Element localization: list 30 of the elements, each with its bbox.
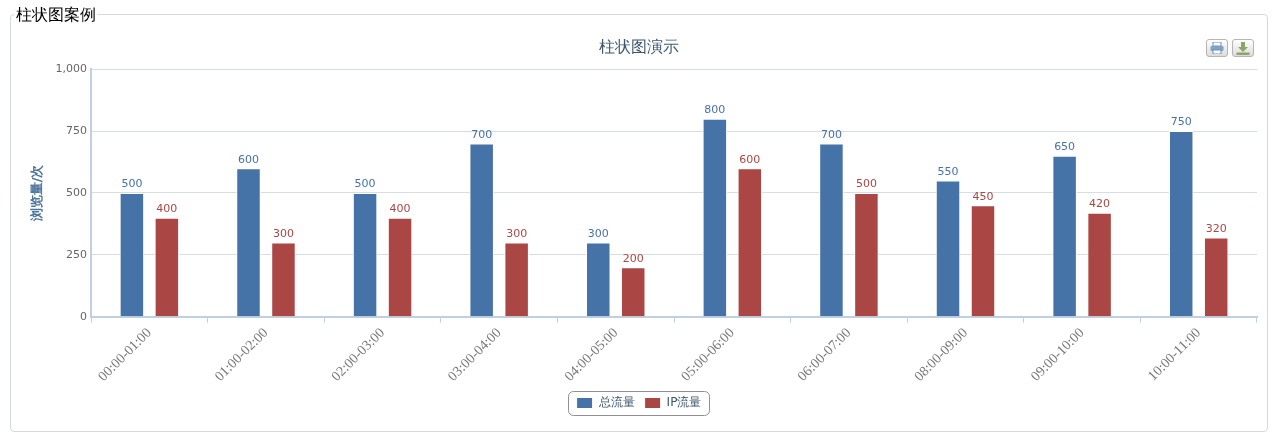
- legend-label: 总流量: [597, 395, 635, 410]
- data-label: 650: [1054, 140, 1076, 154]
- data-label: 420: [1089, 197, 1111, 211]
- data-label: 500: [121, 177, 143, 191]
- data-label: 600: [739, 152, 761, 166]
- data-label: 600: [237, 152, 259, 166]
- y-tick-label: 0: [80, 309, 88, 323]
- data-label: 400: [389, 202, 411, 216]
- data-label: 800: [704, 103, 726, 117]
- chart-title: 柱状图演示: [599, 36, 679, 56]
- data-label: 700: [471, 127, 493, 141]
- data-label: 550: [937, 164, 959, 178]
- data-label: 700: [820, 127, 842, 141]
- text: 柱状图案例: [14, 5, 98, 25]
- data-label: 300: [506, 226, 528, 240]
- data-label: 500: [855, 177, 877, 191]
- y-tick-label: 250: [66, 247, 88, 261]
- data-label: 300: [587, 226, 609, 240]
- data-label: 500: [354, 177, 376, 191]
- y-tick-label: 500: [66, 185, 88, 199]
- legend-label: IP流量: [666, 395, 702, 410]
- data-label: 450: [972, 189, 994, 203]
- y-axis-title: 浏览量/次: [29, 163, 45, 223]
- data-label: 300: [272, 226, 294, 240]
- data-label: 750: [1170, 115, 1192, 129]
- data-label: 320: [1205, 221, 1227, 235]
- data-label: 200: [622, 251, 644, 265]
- data-label: 400: [156, 202, 178, 216]
- y-tick-label: 1,000: [55, 62, 88, 76]
- y-tick-label: 750: [66, 123, 88, 137]
